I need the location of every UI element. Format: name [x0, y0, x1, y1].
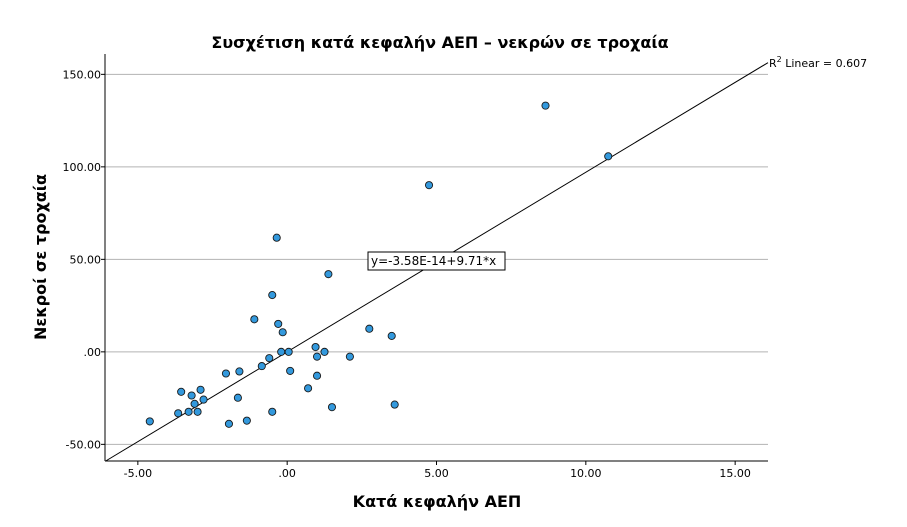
- data-point: [387, 331, 396, 340]
- data-point: [145, 417, 154, 426]
- data-point: [190, 399, 199, 408]
- x-tick-label: 10.00: [570, 467, 602, 480]
- data-point: [312, 352, 322, 361]
- data-point: [320, 347, 329, 356]
- data-point: [268, 407, 277, 416]
- equation-box-border: [367, 251, 506, 271]
- x-tick-label: 5.00: [424, 467, 449, 480]
- y-tick-label: .00: [84, 346, 102, 359]
- data-point: [250, 315, 259, 324]
- data-point: [184, 407, 193, 416]
- data-point: [242, 416, 251, 425]
- chart-title: Συσχέτιση κατά κεφαλήν ΑΕΠ – νεκρών σε τ…: [211, 33, 668, 52]
- data-point: [187, 391, 196, 400]
- r-squared-sup: 2: [777, 55, 782, 64]
- y-tick-label: 50.00: [70, 253, 102, 266]
- equation-box: y=-3.58E-14+9.71*x: [367, 251, 506, 271]
- y-tick-label: 150.00: [63, 68, 102, 81]
- data-point: [284, 347, 293, 356]
- data-point: [286, 366, 295, 375]
- x-axis-ticks: -5.00 .00 5.00 10.00 15.00: [124, 461, 751, 480]
- data-point: [365, 324, 374, 333]
- x-tick-label: 15.00: [719, 467, 751, 480]
- data-point: [233, 393, 242, 402]
- y-tick-label: 100.00: [63, 161, 102, 174]
- data-point: [424, 181, 434, 190]
- data-point: [174, 409, 183, 418]
- y-axis-ticks: -50.00 .00 50.00 100.00 150.00: [63, 68, 105, 451]
- data-point: [224, 419, 233, 428]
- data-points: [145, 101, 613, 428]
- data-point: [193, 407, 202, 416]
- data-point: [235, 367, 244, 376]
- data-point: [327, 403, 337, 412]
- data-point: [311, 342, 320, 352]
- data-point: [257, 362, 266, 371]
- r-squared-r: R: [769, 57, 777, 70]
- data-point: [274, 319, 283, 328]
- r-squared-label: R2 Linear = 0.607: [769, 55, 867, 70]
- x-tick-label: -5.00: [124, 467, 152, 480]
- data-point: [312, 371, 322, 380]
- data-point: [278, 328, 287, 337]
- data-point: [345, 352, 354, 361]
- data-point: [541, 101, 550, 110]
- x-tick-label: .00: [278, 467, 296, 480]
- data-point: [604, 152, 613, 161]
- data-point: [221, 369, 231, 378]
- y-tick-label: -50.00: [66, 438, 101, 451]
- data-point: [268, 291, 277, 300]
- data-point: [324, 270, 333, 279]
- data-point: [277, 347, 286, 356]
- data-point: [199, 395, 208, 404]
- data-point: [304, 384, 313, 393]
- data-point: [177, 387, 186, 396]
- equation-label: y=-3.58E-14+9.71*x: [371, 254, 496, 268]
- y-axis-title: Νεκροί σε τροχαία: [31, 174, 50, 340]
- r-squared-text: Linear = 0.607: [782, 57, 867, 70]
- x-axis-title: Κατά κεφαλήν ΑΕΠ: [353, 492, 522, 511]
- data-point: [272, 233, 281, 242]
- data-point: [196, 385, 205, 394]
- data-point: [390, 400, 399, 409]
- data-point: [265, 354, 274, 363]
